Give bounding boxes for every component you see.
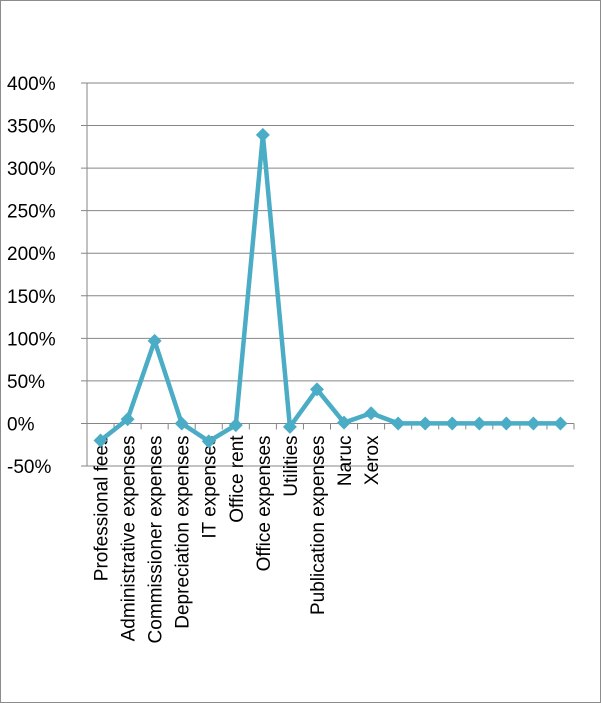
y-tick-label: 150% xyxy=(7,287,56,308)
data-point-marker xyxy=(391,416,406,431)
x-tick-label: Office rent xyxy=(227,435,248,523)
gridlines xyxy=(81,82,574,467)
x-tick-label: Xerox xyxy=(362,435,383,485)
y-tick-label: 200% xyxy=(7,244,56,265)
data-point-marker xyxy=(445,416,460,431)
y-tick-label: 300% xyxy=(7,159,56,180)
x-tick-label: Utilities xyxy=(281,435,302,496)
x-tick-label: IT expenses xyxy=(200,435,221,538)
x-axis-ticks: Professional fees Administrative expenses… xyxy=(92,435,384,644)
data-point-marker xyxy=(472,416,487,431)
data-point-marker xyxy=(255,127,270,142)
data-point-marker xyxy=(147,333,162,348)
x-tick-label: Commissioner expenses xyxy=(146,435,167,643)
series-line xyxy=(99,132,561,444)
data-point-marker xyxy=(228,418,243,433)
data-point-marker xyxy=(309,382,324,397)
y-tick-label: 400% xyxy=(7,74,56,95)
data-point-marker xyxy=(93,433,108,448)
series xyxy=(93,127,568,449)
y-tick-label: 100% xyxy=(7,329,56,350)
y-tick-label: -50% xyxy=(7,457,51,478)
y-axis-ticks: -50% 0% 50% 100% 150% 200% 250% 300% 350% 400% xyxy=(7,74,56,478)
x-tick-label: Administrative expenses xyxy=(119,435,140,641)
data-point-marker xyxy=(120,412,135,427)
x-tick-label: Depreciation expenses xyxy=(173,435,194,628)
x-tick-label: Office expenses xyxy=(254,435,275,571)
y-tick-label: 50% xyxy=(7,372,45,393)
data-point-marker xyxy=(526,416,541,431)
data-point-marker xyxy=(499,416,514,431)
y-tick-label: 350% xyxy=(7,117,56,138)
x-tick-label: Publication expenses xyxy=(308,435,329,615)
data-point-marker xyxy=(337,415,352,430)
x-tick-label: Professional fees xyxy=(92,435,113,581)
y-tick-label: 250% xyxy=(7,202,56,223)
y-tick-label: 0% xyxy=(7,414,35,435)
data-point-marker xyxy=(418,416,433,431)
data-point-marker xyxy=(174,416,189,431)
data-point-marker xyxy=(364,406,379,421)
data-point-marker xyxy=(201,434,216,449)
data-point-marker xyxy=(282,419,297,434)
x-tick-label: Naruc xyxy=(335,435,356,486)
data-point-marker xyxy=(553,416,568,431)
